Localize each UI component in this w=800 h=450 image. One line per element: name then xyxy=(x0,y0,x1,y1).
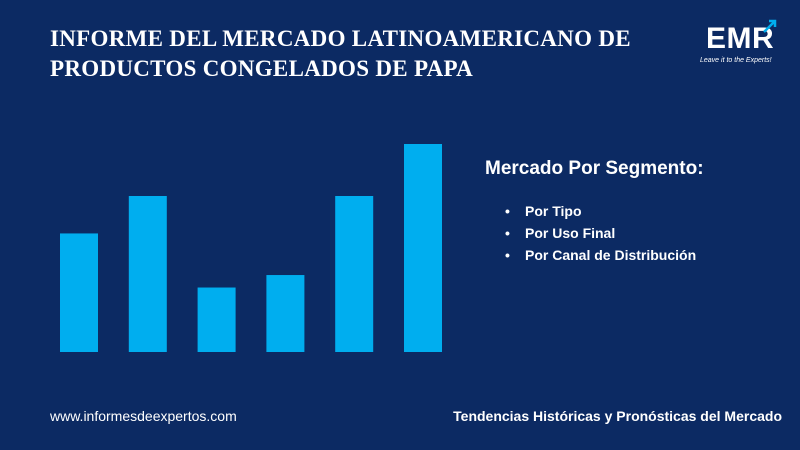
bar-1 xyxy=(60,233,98,352)
logo-text: EMR xyxy=(706,22,775,55)
bar-6 xyxy=(404,144,442,352)
bar-3 xyxy=(197,287,236,352)
bar-2 xyxy=(128,196,167,352)
logo-tagline: Leave it to the Experts! xyxy=(700,57,772,64)
emr-logo: EMR Leave it to the Experts! xyxy=(690,18,785,73)
title-line-2: PRODUCTOS CONGELADOS DE PAPA xyxy=(50,56,474,81)
bar-5 xyxy=(335,196,374,352)
bar-4 xyxy=(266,275,305,352)
website-link[interactable]: www.informesdeexpertos.com xyxy=(50,408,237,424)
segment-item-tipo: Por Tipo xyxy=(505,200,696,222)
segment-item-canal-distribucion: Por Canal de Distribución xyxy=(505,244,696,266)
bar-chart xyxy=(60,144,442,352)
segment-list: Por Tipo Por Uso Final Por Canal de Dist… xyxy=(505,200,696,266)
footer-caption: Tendencias Históricas y Pronósticas del … xyxy=(453,408,782,424)
title-line-1: INFORME DEL MERCADO LATINOAMERICANO DE xyxy=(50,26,631,51)
page-title: INFORME DEL MERCADO LATINOAMERICANO DE P… xyxy=(50,24,650,84)
growth-arrow-icon xyxy=(763,19,777,33)
segment-item-uso-final: Por Uso Final xyxy=(505,222,696,244)
segment-title: Mercado Por Segmento: xyxy=(485,158,704,179)
